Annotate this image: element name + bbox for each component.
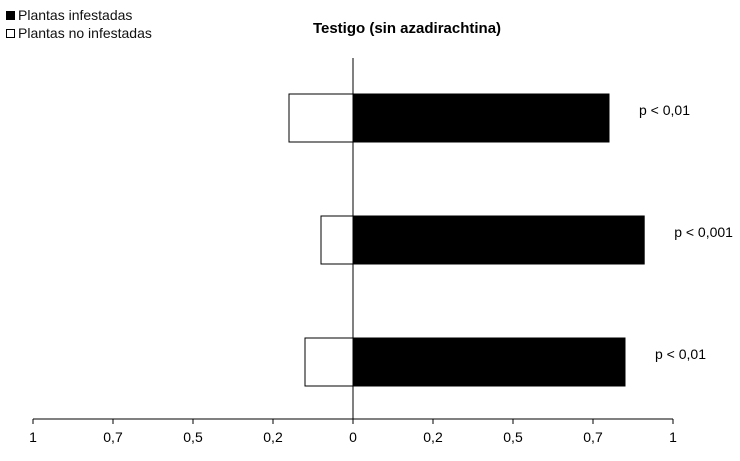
- legend-label-no-infestadas: Plantas no infestadas: [18, 25, 152, 41]
- x-tick-label: 0,7: [103, 429, 123, 445]
- x-tick-label: 1: [29, 429, 37, 445]
- p-value-label: p < 0,001: [674, 224, 733, 240]
- bar-infestadas: [352, 215, 645, 265]
- x-tick-label: 0,5: [183, 429, 203, 445]
- bar-no-infestadas: [304, 337, 354, 387]
- bars: p < 0,01 p < 0,001 p < 0,01: [288, 93, 733, 387]
- x-axis: 1 0,7 0,5 0,2 0 0,2 0,5 0,7 1: [29, 58, 677, 445]
- bar-no-infestadas: [320, 215, 354, 265]
- legend-item-infestadas: Plantas infestadas: [6, 6, 152, 24]
- x-tick-label: 0,2: [263, 429, 283, 445]
- legend-label-infestadas: Plantas infestadas: [18, 7, 133, 23]
- bar-infestadas: [352, 337, 626, 387]
- legend: Plantas infestadas Plantas no infestadas: [6, 6, 152, 42]
- p-value-label: p < 0,01: [639, 102, 690, 118]
- p-value-label: p < 0,01: [655, 346, 706, 362]
- x-tick-label: 0,2: [423, 429, 443, 445]
- legend-item-no-infestadas: Plantas no infestadas: [6, 24, 152, 42]
- legend-swatch-empty: [6, 28, 15, 38]
- x-tick-label: 1: [669, 429, 677, 445]
- x-tick-label: 0,7: [583, 429, 603, 445]
- bar-no-infestadas: [288, 93, 354, 143]
- bar-infestadas: [352, 93, 610, 143]
- legend-swatch-filled: [6, 10, 15, 20]
- x-tick-label: 0: [349, 429, 357, 445]
- x-tick-label: 0,5: [503, 429, 523, 445]
- chart-title: Testigo (sin azadirachtina): [313, 20, 501, 37]
